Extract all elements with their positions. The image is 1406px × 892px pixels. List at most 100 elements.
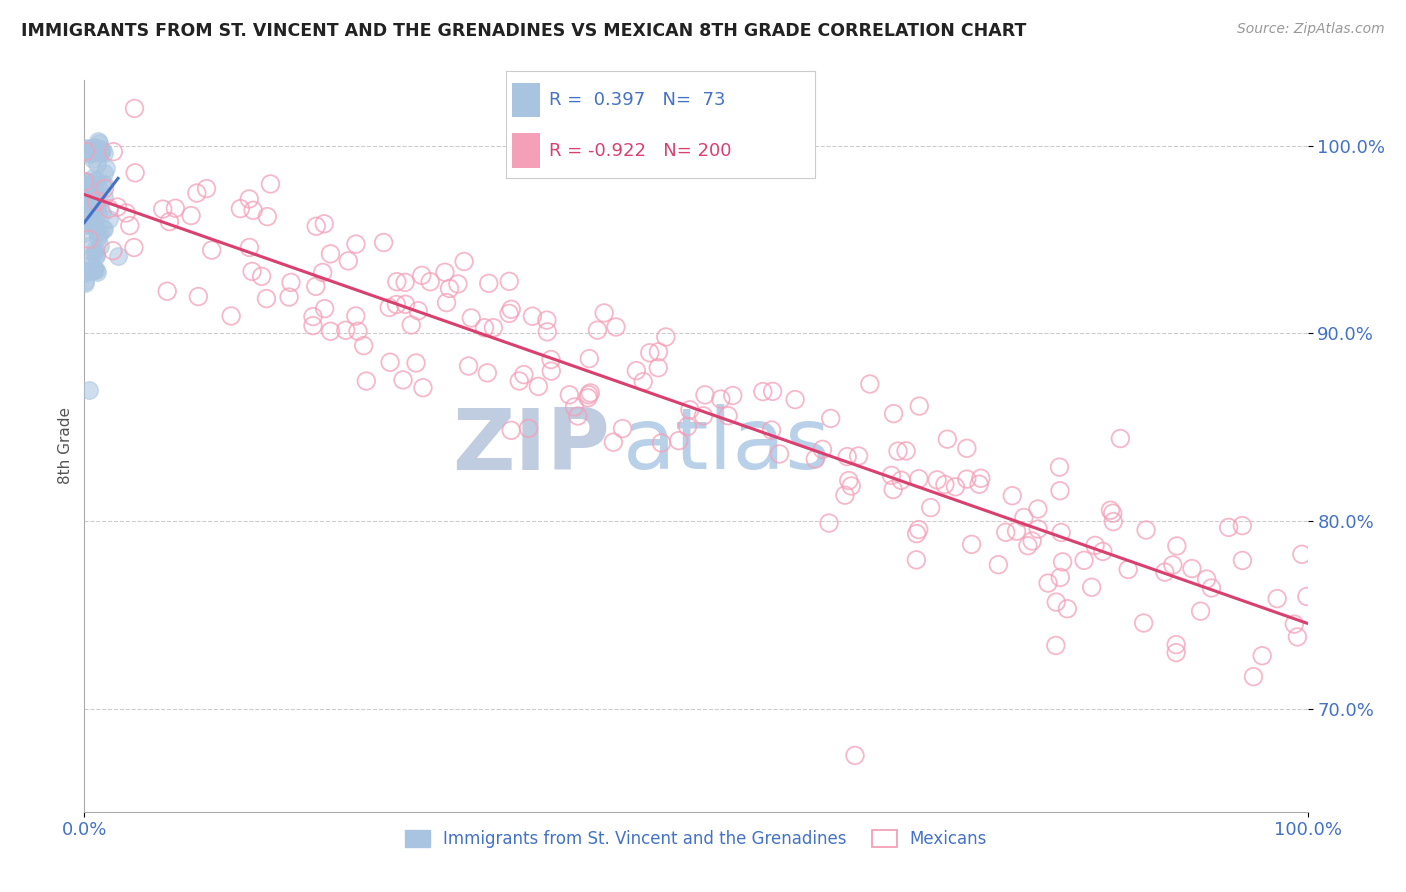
Point <box>344 309 367 323</box>
Point <box>90 177 112 191</box>
Point <box>474 320 496 334</box>
Point <box>91 222 114 236</box>
Point <box>540 352 562 367</box>
Point <box>378 301 401 315</box>
Point <box>1161 558 1184 572</box>
Point <box>1045 595 1067 609</box>
Point <box>498 274 520 288</box>
Point <box>447 277 470 291</box>
Point <box>77 232 100 246</box>
Point <box>83 245 105 260</box>
Point <box>956 442 979 456</box>
Point <box>605 320 627 334</box>
Point <box>337 253 360 268</box>
Point <box>960 537 983 551</box>
Point <box>436 295 458 310</box>
Point <box>156 285 179 299</box>
Point <box>1026 522 1049 536</box>
Point <box>115 206 138 220</box>
Point <box>107 200 129 214</box>
Point <box>693 388 716 402</box>
Text: Source: ZipAtlas.com: Source: ZipAtlas.com <box>1237 22 1385 37</box>
Point <box>1166 638 1188 652</box>
Point <box>887 444 910 458</box>
Point <box>305 219 328 234</box>
Point <box>97 202 120 216</box>
Point <box>880 468 903 483</box>
Point <box>647 344 669 359</box>
Point <box>314 301 336 316</box>
Point <box>90 145 112 160</box>
Point <box>73 276 96 290</box>
Point <box>1232 553 1254 567</box>
Point <box>229 202 252 216</box>
Point <box>77 252 100 266</box>
Point <box>768 447 790 461</box>
Point <box>586 323 609 337</box>
Point <box>314 217 336 231</box>
Y-axis label: 8th Grade: 8th Grade <box>58 408 73 484</box>
Point <box>1132 615 1154 630</box>
Point <box>76 218 98 232</box>
Point <box>721 388 744 402</box>
Point <box>79 147 101 161</box>
Point <box>75 145 97 159</box>
Point <box>96 161 118 176</box>
Point <box>1056 601 1078 615</box>
Point <box>79 259 101 273</box>
Point <box>73 264 96 278</box>
Point <box>319 247 342 261</box>
Point <box>1091 544 1114 558</box>
Point <box>385 297 408 311</box>
Point <box>905 526 928 541</box>
Point <box>107 249 129 263</box>
Point <box>75 213 97 227</box>
Point <box>987 558 1010 572</box>
Point <box>75 211 97 226</box>
Point <box>254 292 277 306</box>
Point <box>1049 460 1071 475</box>
Point <box>250 269 273 284</box>
Point <box>1166 646 1188 660</box>
Point <box>970 471 993 485</box>
FancyBboxPatch shape <box>512 83 540 118</box>
Point <box>837 450 859 464</box>
Point <box>80 237 103 252</box>
Point <box>84 249 107 263</box>
Point <box>77 264 100 278</box>
Point <box>513 368 536 382</box>
Point <box>89 145 111 160</box>
Point <box>602 435 624 450</box>
Point <box>89 238 111 252</box>
Point <box>844 748 866 763</box>
Point <box>419 275 441 289</box>
Point <box>848 449 870 463</box>
Point <box>86 225 108 239</box>
Point <box>536 325 558 339</box>
Point <box>1080 580 1102 594</box>
Point <box>256 210 278 224</box>
Point <box>201 243 224 257</box>
Point <box>498 306 520 320</box>
Point <box>925 473 948 487</box>
Point <box>907 523 929 537</box>
Point <box>1265 591 1288 606</box>
Point <box>84 141 107 155</box>
Point <box>87 199 110 213</box>
Point <box>124 166 146 180</box>
Point <box>508 374 530 388</box>
Point <box>399 318 422 332</box>
Point <box>186 186 208 200</box>
Text: ZIP: ZIP <box>453 404 610 488</box>
Point <box>80 175 103 189</box>
Point <box>994 525 1017 540</box>
Point <box>385 275 408 289</box>
Point <box>84 247 107 261</box>
Point <box>87 230 110 244</box>
Point <box>89 142 111 156</box>
Point <box>804 452 827 467</box>
Point <box>84 202 107 216</box>
Point <box>93 190 115 204</box>
Point <box>433 265 456 279</box>
Point <box>1201 581 1223 595</box>
